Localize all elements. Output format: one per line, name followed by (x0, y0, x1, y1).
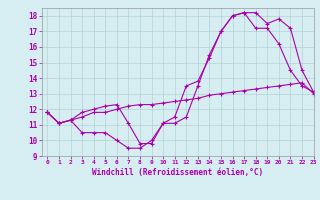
X-axis label: Windchill (Refroidissement éolien,°C): Windchill (Refroidissement éolien,°C) (92, 168, 263, 177)
